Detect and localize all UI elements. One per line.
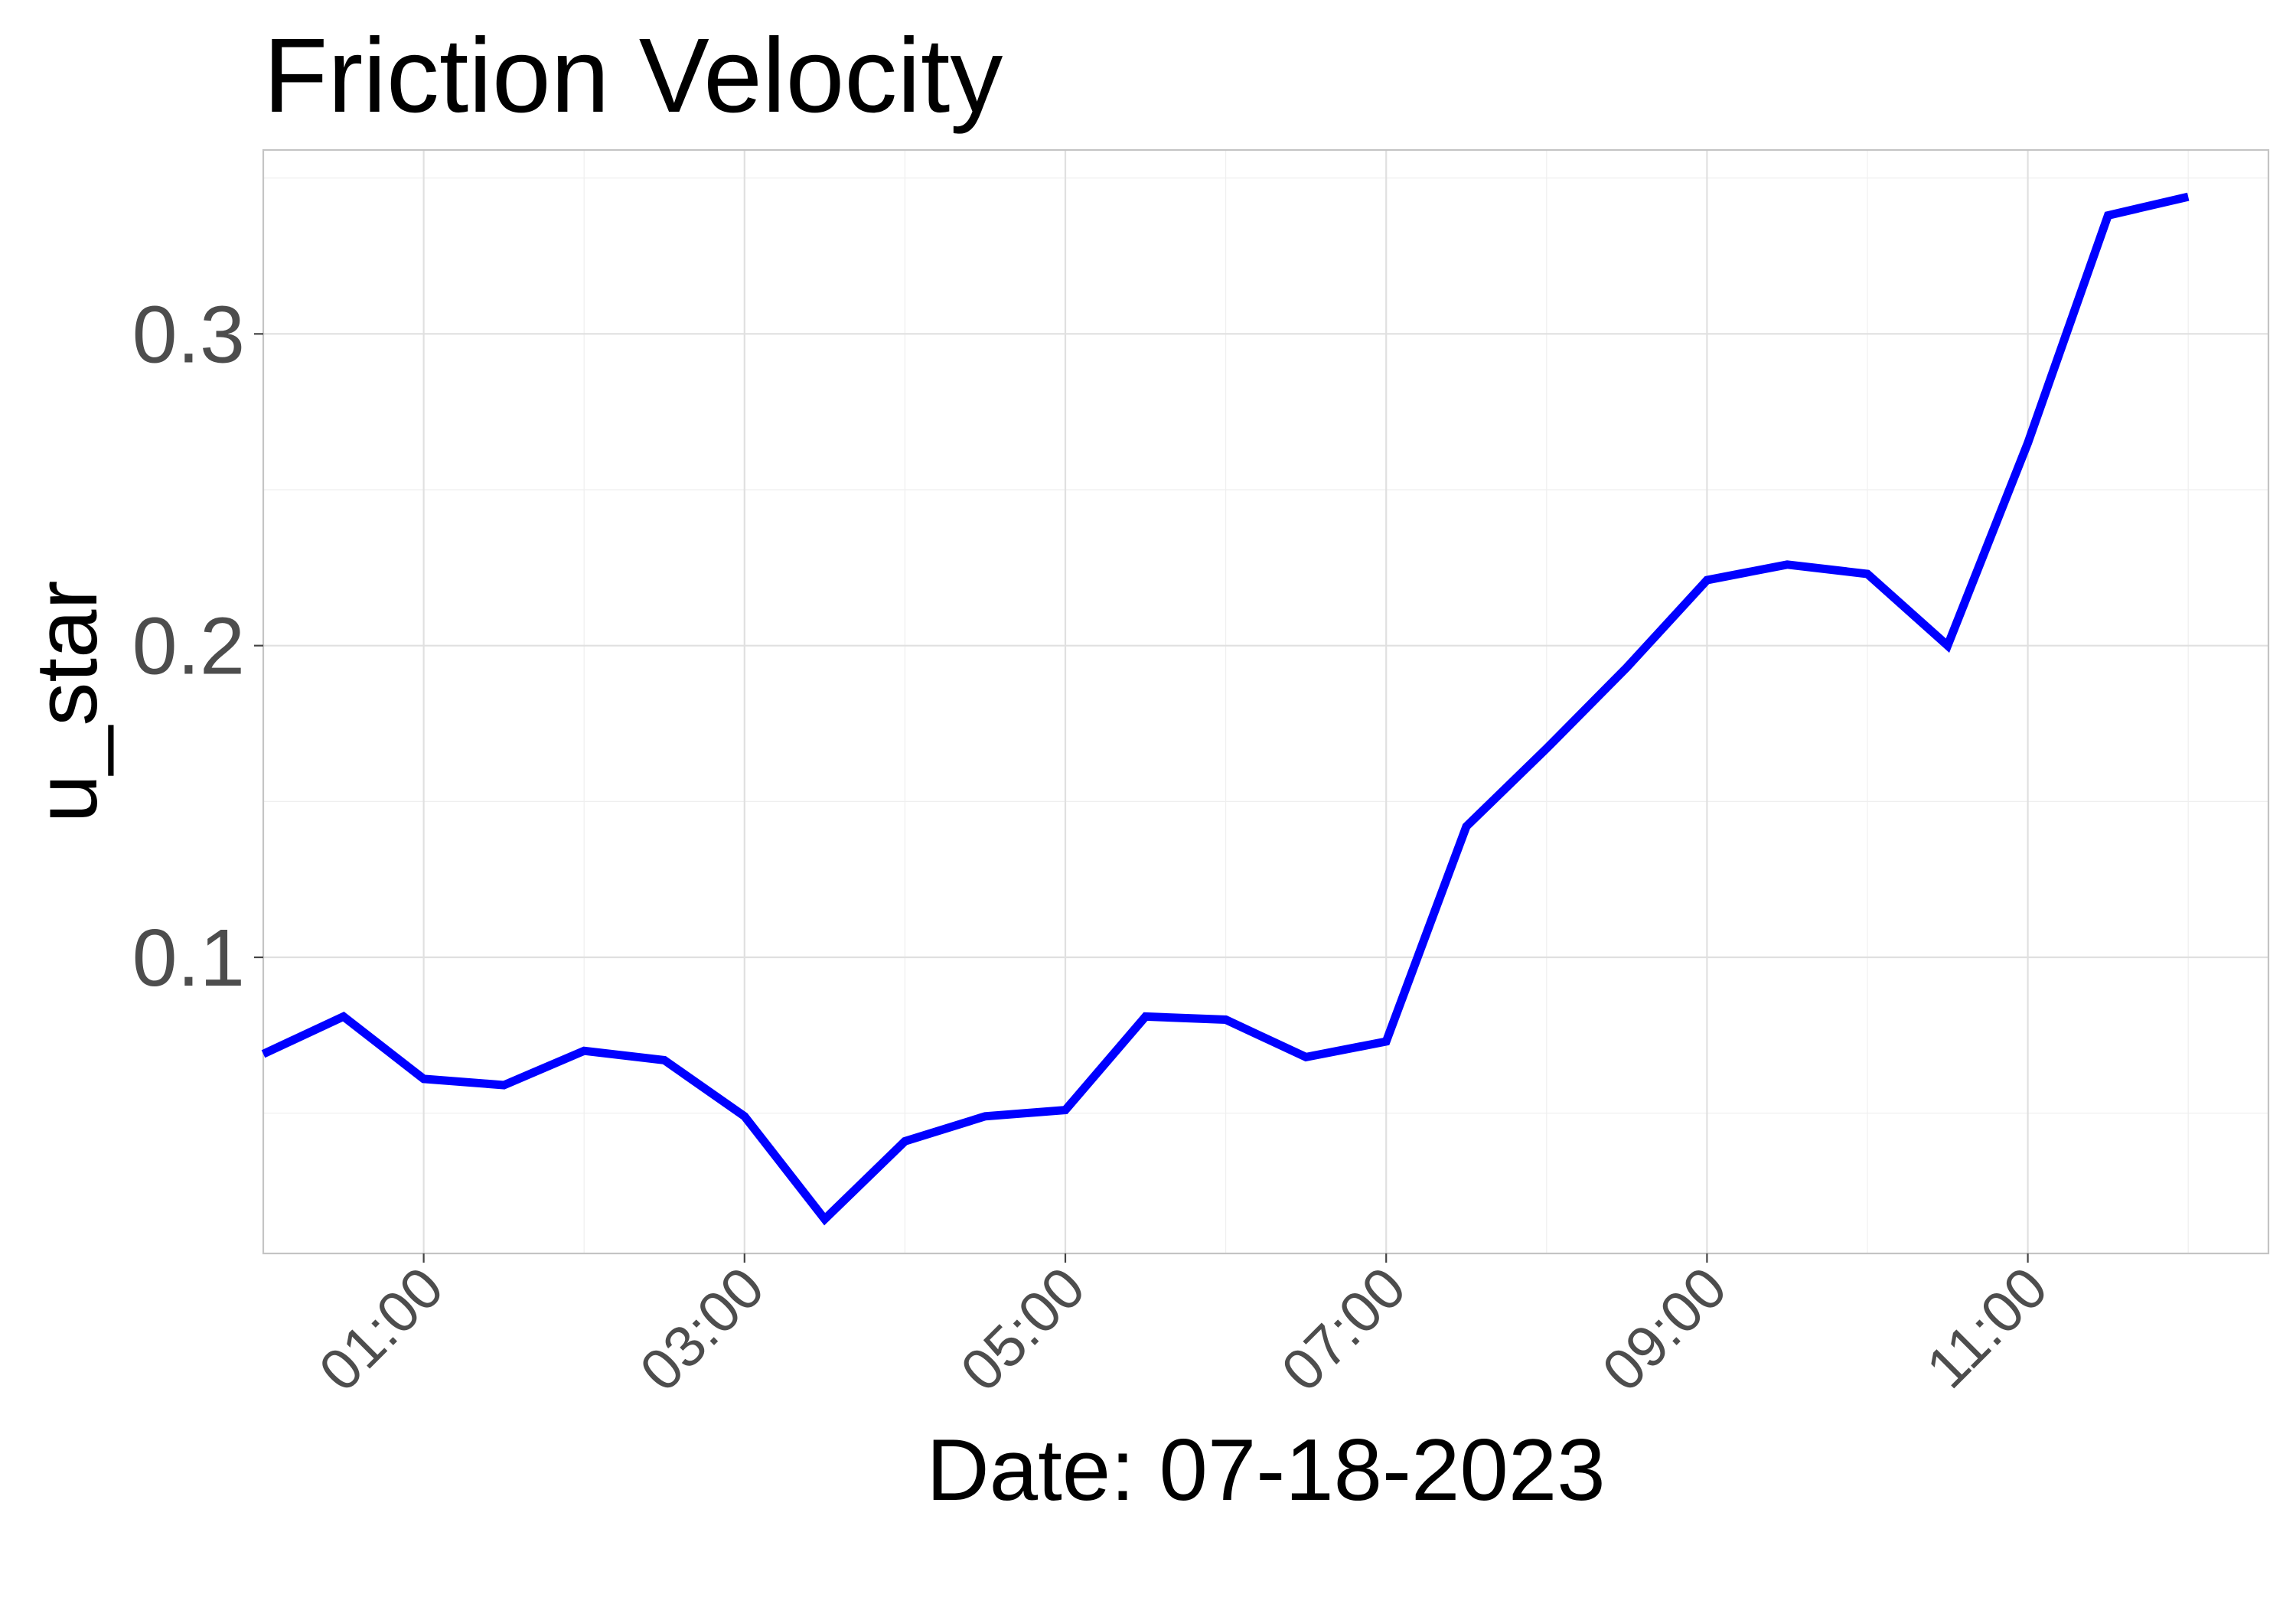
x-tick-label: 05:00 xyxy=(948,1255,1097,1404)
x-tick-label: 01:00 xyxy=(307,1255,456,1404)
y-tick-label: 0.1 xyxy=(132,913,245,1003)
plot-panel-border xyxy=(262,148,2270,1255)
x-tick-label: 07:00 xyxy=(1270,1255,1419,1404)
chart-title: Friction Velocity xyxy=(263,17,1003,135)
y-tick-label: 0.3 xyxy=(132,289,245,380)
y-axis-ticks: 0.1 0.2 0.3 xyxy=(132,289,263,1003)
grid-lines xyxy=(263,150,2268,1253)
x-tick-label: 11:00 xyxy=(1914,1255,2060,1401)
x-axis-ticks: 01:00 03:00 05:00 07:00 09:00 11:00 xyxy=(307,1253,2060,1404)
y-axis-title: u_star xyxy=(18,581,116,823)
x-tick-label: 03:00 xyxy=(628,1255,777,1404)
x-axis-title: Date: 07-18-2023 xyxy=(926,1422,1605,1519)
series-layer xyxy=(261,192,2190,1226)
y-tick-label: 0.2 xyxy=(132,601,245,692)
x-tick-label: 09:00 xyxy=(1590,1255,1740,1404)
series-line xyxy=(261,192,2190,1226)
